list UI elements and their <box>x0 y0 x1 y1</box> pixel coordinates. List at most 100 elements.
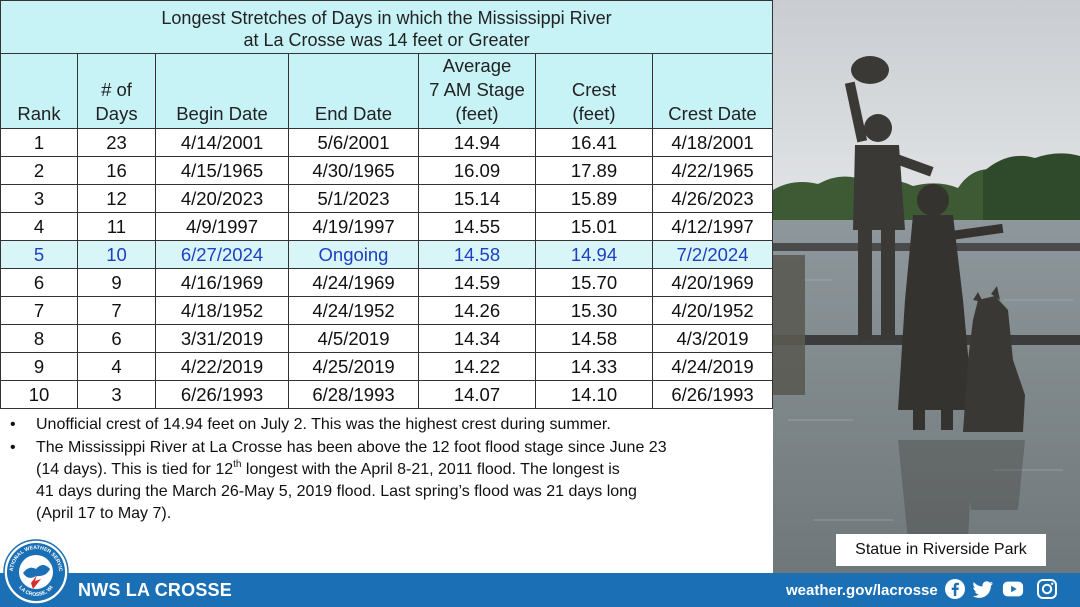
cell-end-date: 4/30/1965 <box>288 156 419 185</box>
cell-end-date: Ongoing <box>288 240 419 269</box>
cell-rank: 2 <box>0 156 78 185</box>
cell-average-stage: 14.26 <box>418 296 536 325</box>
notes-section: • Unofficial crest of 14.94 feet on July… <box>10 414 762 525</box>
twitter-icon[interactable] <box>972 578 994 600</box>
cell-end-date: 4/25/2019 <box>288 352 419 381</box>
bullet: • <box>10 439 16 456</box>
nws-logo-icon: NATIONAL WEATHER SERVICE LA CROSSE, WI <box>3 539 69 605</box>
cell-crest-date: 4/18/2001 <box>651 128 774 157</box>
cell-average-stage: 14.07 <box>418 380 536 409</box>
cell-rank: 3 <box>0 184 78 213</box>
statue-photo-image <box>773 0 1080 573</box>
cell-average-stage: 14.34 <box>418 324 536 353</box>
cell-average-stage: 16.09 <box>418 156 536 185</box>
footer-bar: NWS LA CROSSE weather.gov/lacrosse <box>0 573 1080 607</box>
flood-stretch-table-container: Longest Stretches of Days in which the M… <box>0 0 774 409</box>
note-text-line: (April 17 to May 7). <box>36 505 172 522</box>
cell-days: 10 <box>77 240 156 269</box>
table-row-current: 5 10 6/27/2024 Ongoing 14.58 14.94 7/2/2… <box>0 240 774 269</box>
cell-crest: 16.41 <box>535 128 653 157</box>
cell-average-stage: 14.58 <box>418 240 536 269</box>
cell-days: 3 <box>77 380 156 409</box>
header-begin-date: Begin Date <box>155 53 289 129</box>
cell-crest-date: 4/20/1952 <box>651 296 774 325</box>
cell-average-stage: 14.22 <box>418 352 536 381</box>
cell-begin-date: 4/16/1969 <box>155 268 289 297</box>
cell-crest: 15.01 <box>535 212 653 241</box>
cell-crest-date: 4/26/2023 <box>651 184 774 213</box>
cell-end-date: 4/5/2019 <box>288 324 419 353</box>
cell-crest: 15.30 <box>535 296 653 325</box>
youtube-icon[interactable] <box>1002 578 1024 600</box>
cell-rank: 5 <box>0 240 78 269</box>
cell-days: 6 <box>77 324 156 353</box>
cell-end-date: 5/6/2001 <box>288 128 419 157</box>
instagram-icon[interactable] <box>1036 578 1058 600</box>
photo-caption: Statue in Riverside Park <box>836 534 1046 566</box>
cell-begin-date: 4/18/1952 <box>155 296 289 325</box>
table-row: 1 23 4/14/2001 5/6/2001 14.94 16.41 4/18… <box>0 128 774 157</box>
cell-crest: 17.89 <box>535 156 653 185</box>
header-crest-date: Crest Date <box>651 53 774 129</box>
cell-begin-date: 6/27/2024 <box>155 240 289 269</box>
note-text-line: The Mississippi River at La Crosse has b… <box>36 439 667 456</box>
cell-days: 16 <box>77 156 156 185</box>
cell-crest-date: 4/12/1997 <box>651 212 774 241</box>
cell-rank: 6 <box>0 268 78 297</box>
cell-average-stage: 15.14 <box>418 184 536 213</box>
cell-crest-date: 6/26/1993 <box>651 380 774 409</box>
cell-end-date: 4/24/1969 <box>288 268 419 297</box>
cell-crest: 14.33 <box>535 352 653 381</box>
cell-average-stage: 14.94 <box>418 128 536 157</box>
cell-begin-date: 6/26/1993 <box>155 380 289 409</box>
table-row: 4 11 4/9/1997 4/19/1997 14.55 15.01 4/12… <box>0 212 774 241</box>
cell-end-date: 5/1/2023 <box>288 184 419 213</box>
table-title: Longest Stretches of Days in which the M… <box>0 0 774 54</box>
cell-crest: 15.70 <box>535 268 653 297</box>
table-row: 9 4 4/22/2019 4/25/2019 14.22 14.33 4/24… <box>0 352 774 381</box>
cell-days: 4 <box>77 352 156 381</box>
cell-begin-date: 4/9/1997 <box>155 212 289 241</box>
cell-days: 12 <box>77 184 156 213</box>
cell-crest: 14.10 <box>535 380 653 409</box>
cell-rank: 4 <box>0 212 78 241</box>
header-days: # of Days <box>77 53 156 129</box>
facebook-icon[interactable] <box>944 578 966 600</box>
table-row: 8 6 3/31/2019 4/5/2019 14.34 14.58 4/3/2… <box>0 324 774 353</box>
footer-website-link[interactable]: weather.gov/lacrosse <box>786 582 938 599</box>
table-header-row: Rank # of Days Begin Date End Date Averag… <box>0 53 774 129</box>
cell-crest-date: 4/24/2019 <box>651 352 774 381</box>
cell-rank: 9 <box>0 352 78 381</box>
bullet: • <box>10 416 16 433</box>
footer-org-name: NWS LA CROSSE <box>78 580 232 600</box>
note-text-line: (14 days). This is tied for 12th longest… <box>36 459 620 478</box>
header-rank: Rank <box>0 53 78 129</box>
cell-days: 11 <box>77 212 156 241</box>
note-text: Unofficial crest of 14.94 feet on July 2… <box>36 416 611 433</box>
cell-days: 23 <box>77 128 156 157</box>
cell-days: 7 <box>77 296 156 325</box>
cell-begin-date: 3/31/2019 <box>155 324 289 353</box>
cell-crest-date: 4/22/1965 <box>651 156 774 185</box>
table-row: 7 7 4/18/1952 4/24/1952 14.26 15.30 4/20… <box>0 296 774 325</box>
cell-begin-date: 4/15/1965 <box>155 156 289 185</box>
statue-photo <box>773 0 1080 573</box>
cell-crest: 15.89 <box>535 184 653 213</box>
table-title-line2: at La Crosse was 14 feet or Greater <box>243 30 530 50</box>
cell-crest-date: 7/2/2024 <box>651 240 774 269</box>
header-crest: Crest (feet) <box>535 53 653 129</box>
cell-crest: 14.58 <box>535 324 653 353</box>
note-item: • Unofficial crest of 14.94 feet on July… <box>10 414 762 436</box>
cell-end-date: 4/19/1997 <box>288 212 419 241</box>
note-text-line: 41 days during the March 26-May 5, 2019 … <box>36 483 637 500</box>
note-item: • The Mississippi River at La Crosse has… <box>10 437 762 525</box>
table-row: 2 16 4/15/1965 4/30/1965 16.09 17.89 4/2… <box>0 156 774 185</box>
cell-rank: 8 <box>0 324 78 353</box>
header-average-stage: Average 7 AM Stage (feet) <box>418 53 536 129</box>
cell-begin-date: 4/22/2019 <box>155 352 289 381</box>
cell-begin-date: 4/14/2001 <box>155 128 289 157</box>
table-row: 3 12 4/20/2023 5/1/2023 15.14 15.89 4/26… <box>0 184 774 213</box>
flood-stretch-table: Longest Stretches of Days in which the M… <box>0 0 774 409</box>
cell-average-stage: 14.59 <box>418 268 536 297</box>
cell-days: 9 <box>77 268 156 297</box>
